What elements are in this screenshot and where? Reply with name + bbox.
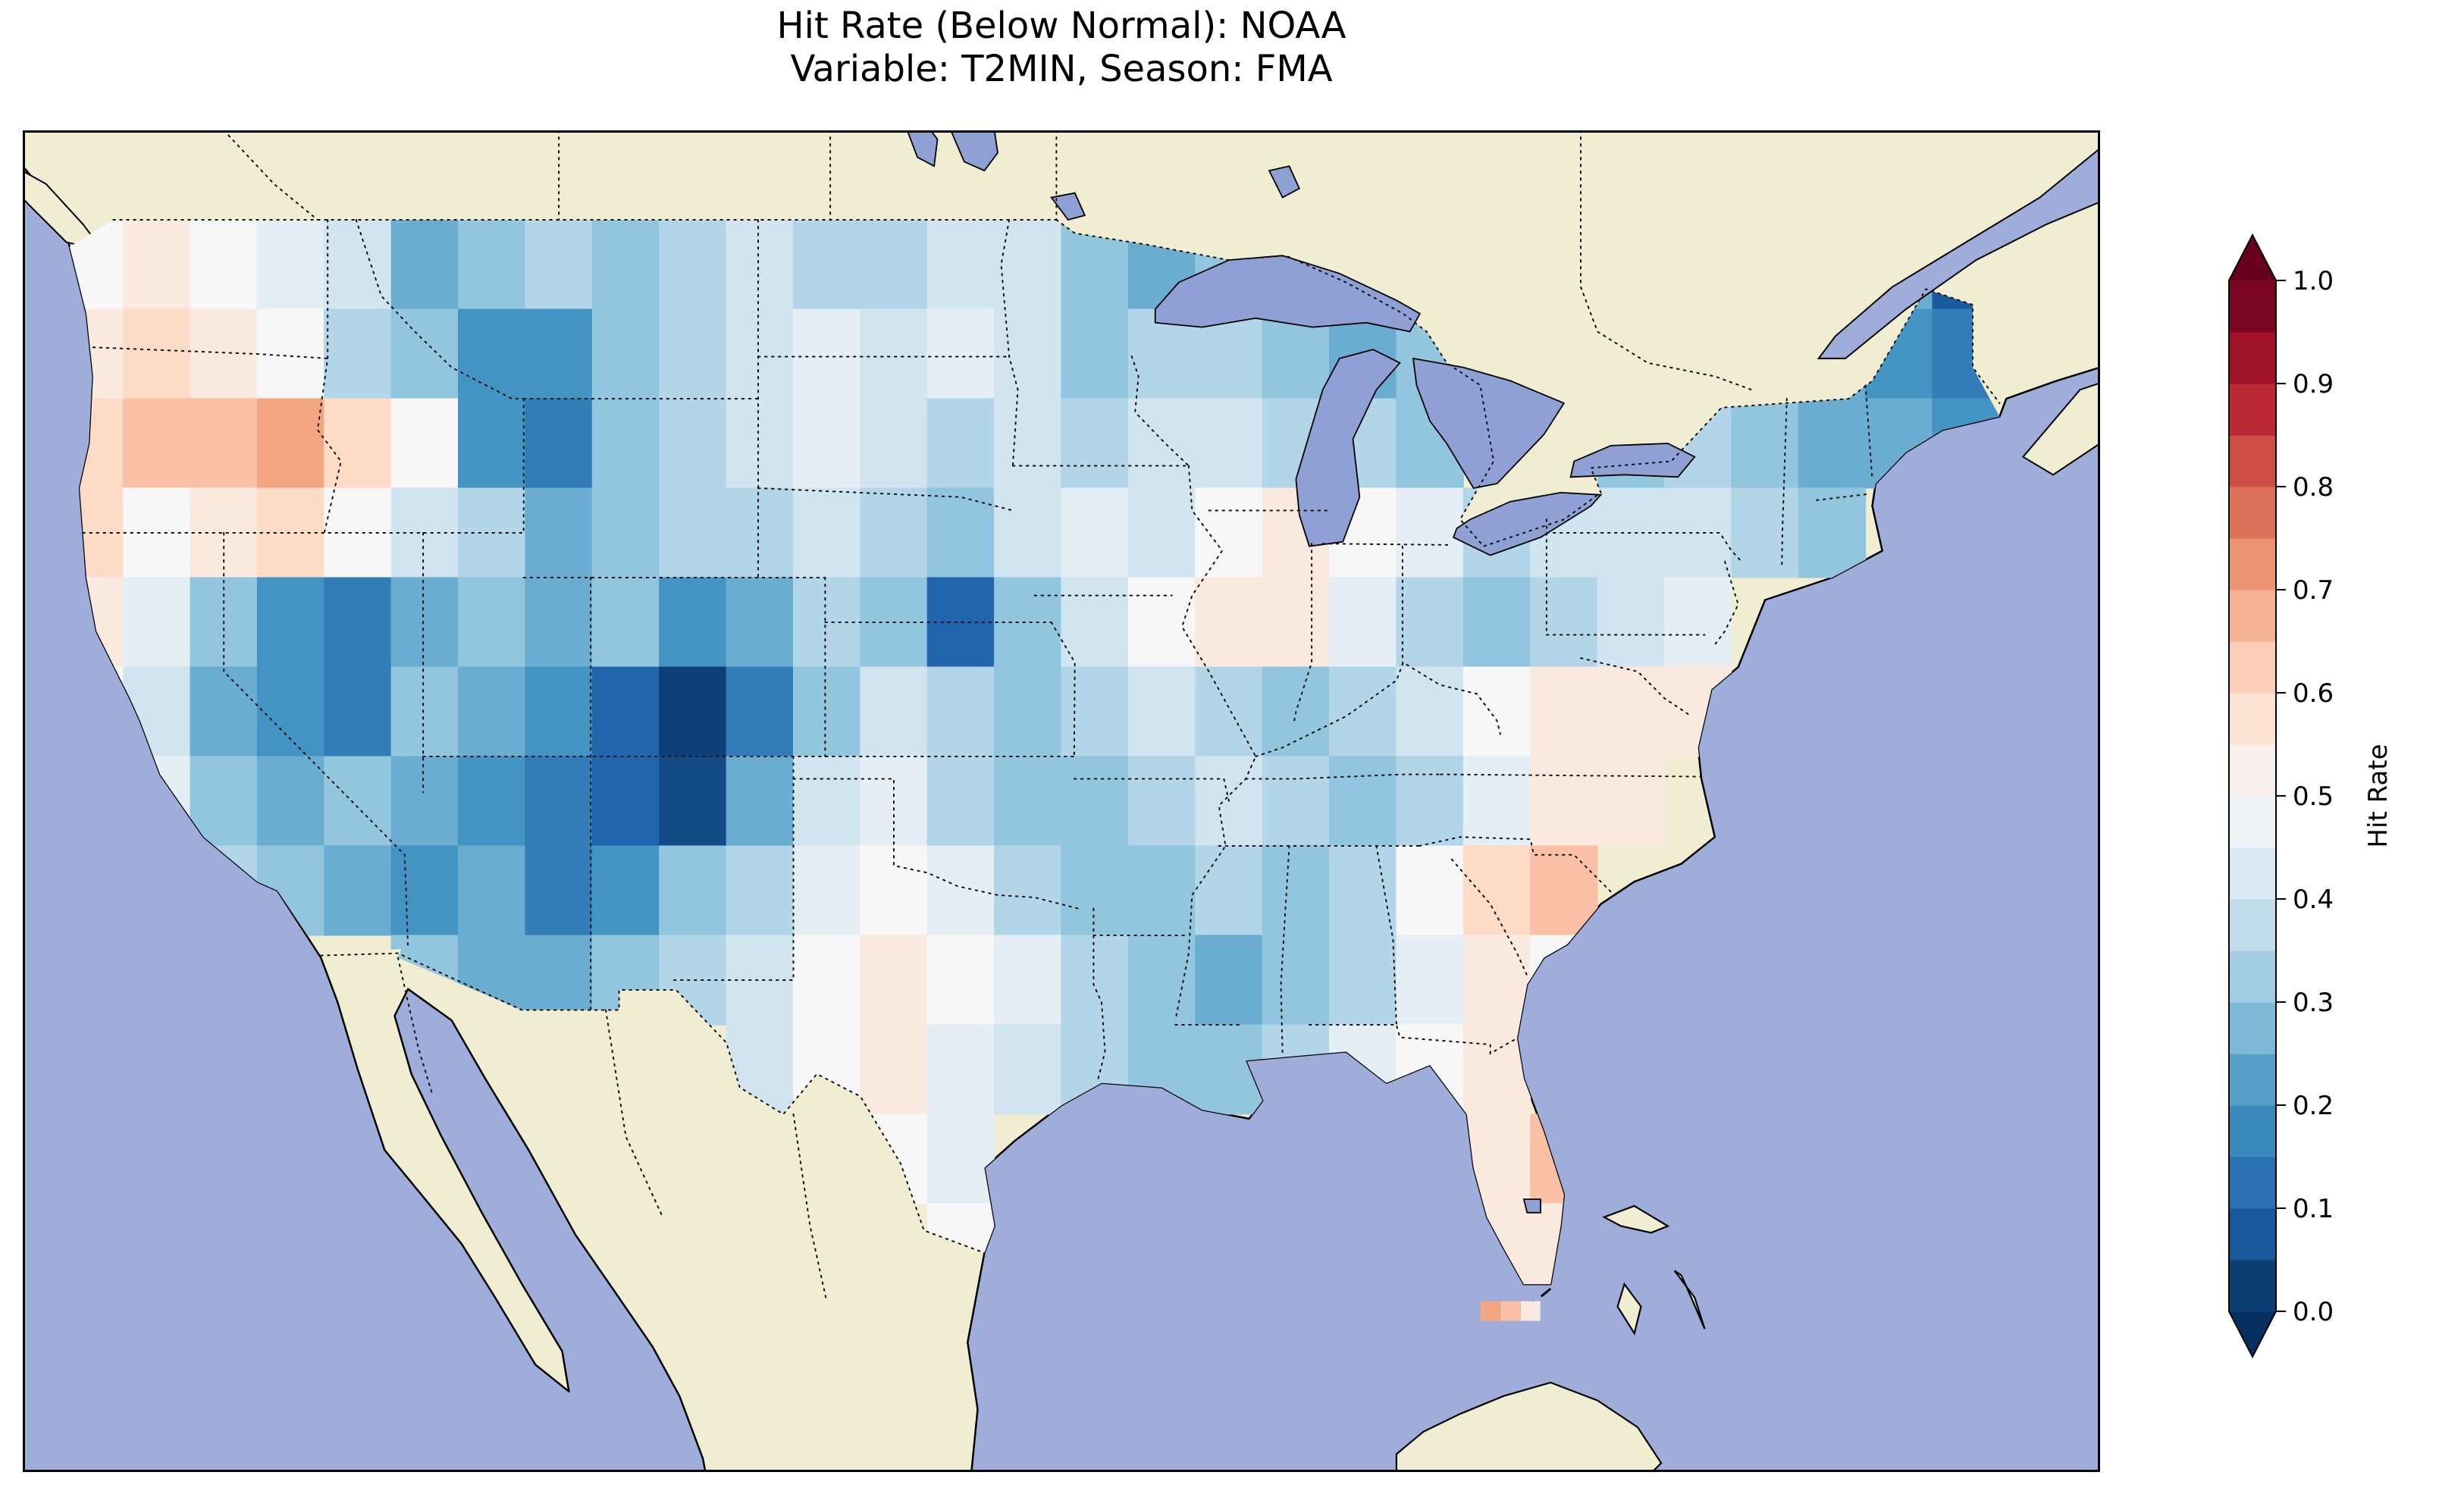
title-line-1: Hit Rate (Below Normal): NOAA: [776, 5, 1346, 47]
colorbar-tick-label: 0.9: [2293, 369, 2334, 399]
lakes: [906, 130, 1696, 1214]
us-hit-rate-map: [5, 129, 2102, 1478]
colorbar-svg: 0.0 0.1 0.2 0.3 0.4 0.5 0.6 0.7 0.8 0.9 1.0 Hit Rat…: [2228, 233, 2393, 1359]
colorbar-tick-label: 0.5: [2293, 781, 2334, 812]
keys-cell: [1520, 1301, 1541, 1321]
caribbean-islands: [1395, 1204, 1706, 1478]
colorbar-tick-label: 0.8: [2293, 472, 2334, 503]
keys-cell: [1500, 1301, 1521, 1321]
colorbar-tick-label: 0.6: [2293, 678, 2334, 709]
colorbar-tick-label: 0.7: [2293, 575, 2334, 606]
colorbar-tick-label: 0.4: [2293, 885, 2334, 915]
colorbar: 0.0 0.1 0.2 0.3 0.4 0.5 0.6 0.7 0.8 0.9 1.0 Hit Rat…: [2214, 227, 2464, 1395]
figure-title: Hit Rate (Below Normal): NOAA Variable: …: [23, 5, 2100, 91]
keys-cell: [1480, 1301, 1500, 1321]
colorbar-tick-label: 0.3: [2293, 988, 2334, 1018]
colorbar-axis-label: Hit Rate: [2363, 744, 2393, 847]
colorbar-tick-label: 1.0: [2293, 266, 2334, 296]
colorbar-bands: [2229, 280, 2276, 1312]
colorbar-extend-min: [2229, 1311, 2276, 1357]
admin-borders: [82, 130, 2001, 1303]
colorbar-extend-max: [2229, 235, 2276, 280]
map-svg: [5, 129, 2102, 1478]
title-line-2: Variable: T2MIN, Season: FMA: [790, 48, 1333, 90]
colorbar-tick-label: 0.2: [2293, 1091, 2334, 1121]
map-frame: [23, 130, 2100, 1472]
colorbar-tick-label: 0.1: [2293, 1194, 2334, 1224]
st-lawrence-gulf: [1817, 146, 2101, 359]
colorbar-tick-label: 0.0: [2293, 1297, 2334, 1327]
